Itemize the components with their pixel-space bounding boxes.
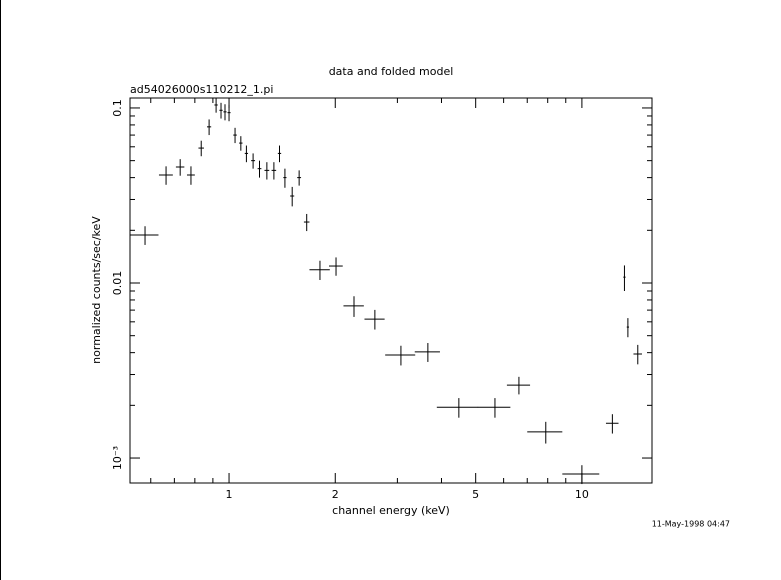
x-tick-label: 5 (472, 488, 479, 501)
x-axis-label: channel energy (keV) (332, 504, 450, 517)
y-tick-label: 10⁻³ (111, 446, 124, 470)
plot-frame (129, 97, 653, 484)
y-axis-label: normalized counts/sec/keV (90, 216, 103, 364)
chart-title: data and folded model (329, 65, 454, 78)
x-tick-label: 1 (226, 488, 233, 501)
x-tick-label: 10 (575, 488, 589, 501)
x-tick-label: 2 (332, 488, 339, 501)
timestamp: 11-May-1998 04:47 (652, 520, 730, 529)
y-tick-label: 0.1 (111, 99, 124, 117)
chart-subtitle: ad54026000s110212_1.pi (130, 83, 273, 96)
y-tick-label: 0.01 (111, 271, 124, 296)
